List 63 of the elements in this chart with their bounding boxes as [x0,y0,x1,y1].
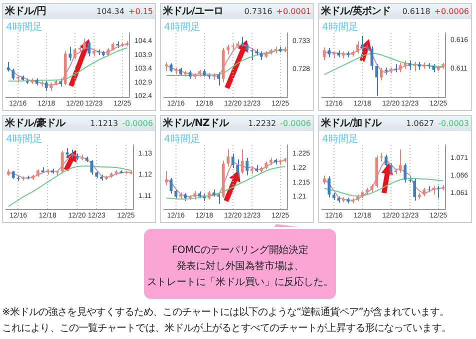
candlestick [404,162,407,184]
candlestick [356,40,360,54]
candlestick [217,72,220,86]
candlestick [246,157,249,176]
candlestick [413,61,416,72]
chart-subtitle: 104.34 [96,6,124,18]
text: これにより、この一覧チャートでは、米ドルが上がるとすべてのチャートが上昇する形になっています。 [2,322,451,335]
candlestick [88,40,91,57]
candlestick [60,150,64,174]
chart-title: 米ドル/円 [5,4,48,19]
chart-title: 米ドル/英ポンド [321,4,392,19]
candlestick [12,68,15,80]
candlestick [68,46,72,61]
text: -0.0006 [122,118,153,130]
candlestick [240,36,244,48]
candlestick [375,64,378,96]
chart-title: 米ドル/加ドル [321,116,383,131]
candlestick [380,67,383,81]
chart-title: 米ドル/ユーロ [163,4,224,19]
candlestick [389,162,392,174]
annotation: 4時間足 [164,20,200,34]
candlestick [164,170,168,186]
candlestick [170,178,173,194]
candlestick [398,149,402,174]
text: +0.0006 [434,6,469,18]
candlestick [436,185,440,199]
text: +0.0001 [276,6,311,18]
annotation: 4時間足 [322,20,358,34]
candlestick [328,47,331,58]
candlestick [370,46,374,70]
annotation: 4時間足 [6,132,42,146]
candlestick [226,44,230,56]
candlestick [73,48,76,60]
annotation: 4時間足 [164,132,200,146]
candlestick [240,148,244,174]
annotation: 4時間足 [6,20,42,34]
chart-subtitle: 0.6118 [402,6,430,18]
text: -0.0006 [280,118,311,130]
candlestick [236,158,240,178]
chart-subtitle: 1.0627 [406,118,434,130]
candlestick [217,192,220,204]
chart-subtitle: 0.7316 [244,6,272,18]
candlestick [328,176,331,198]
candlestick [398,62,402,73]
text: +0.15 [128,6,153,18]
candlestick [231,153,234,168]
candlestick [44,80,48,92]
candlestick [322,46,326,61]
candlestick [384,154,388,168]
candlestick [413,178,416,202]
chart-subtitle: 1.1213 [90,118,118,130]
annotation: 4時間足 [322,132,358,146]
chart-title: 米ドル/NZドル [163,116,230,131]
candlestick [250,47,254,61]
chart-subtitle: 1.2232 [248,118,276,130]
text: -0.0003 [438,118,469,130]
candlestick [6,61,10,72]
chart-title: 米ドル/豪ドル [5,116,67,131]
candlestick [408,60,412,70]
candlestick [226,148,230,168]
candlestick [360,35,364,52]
text: ※米ドルの強さを見やすくするため、このチャートには以下のような“逆転通貨ペア”が含まれています。 [2,306,450,319]
candlestick [82,38,86,50]
